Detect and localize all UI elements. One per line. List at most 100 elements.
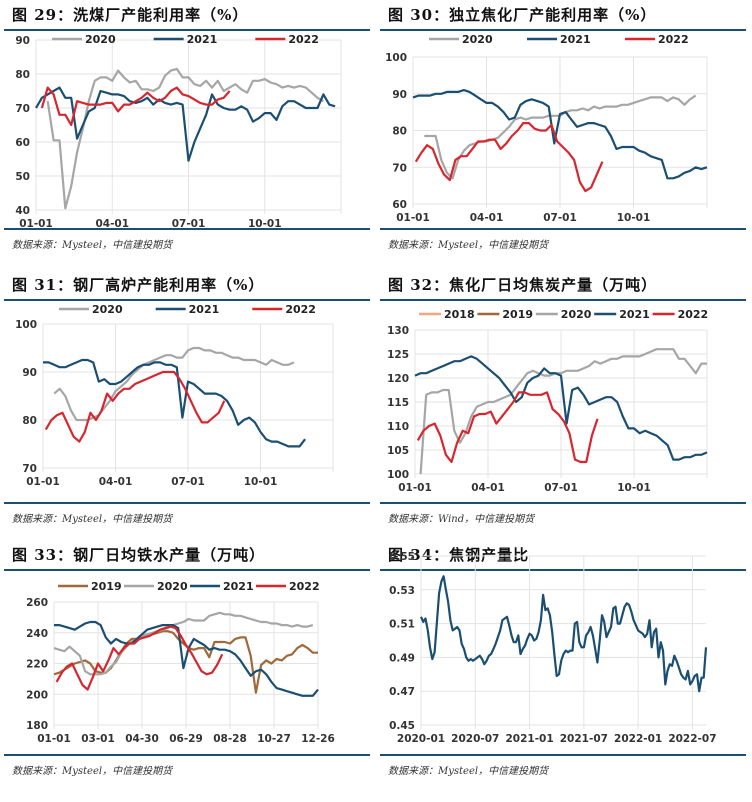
x-tick-label: 2020-01	[397, 733, 445, 745]
figure-title: 图 29：洗煤厂产能利用率（%）	[12, 6, 249, 24]
chart-fig30: 60 70 80 90 100 01-01 04-01 07-01 10-01 2020 2021 2…	[385, 33, 708, 224]
series-line-焦钢产量比	[419, 575, 708, 693]
y-tick-label: 260	[26, 597, 48, 609]
x-tick-label: 10-01	[617, 212, 651, 224]
x-tick-label: 10-27	[257, 733, 291, 745]
chart-fig33: 180 200 220 240 260 01-01 03-01 04-30 06-29 08-28…	[26, 580, 335, 745]
x-tick-label: 04-01	[471, 482, 505, 494]
figure-title: 图 34：焦钢产量比	[388, 546, 530, 564]
y-tick-label: 90	[15, 35, 30, 47]
legend-label-2019: 2019	[502, 308, 533, 321]
legend-label-2020: 2020	[462, 33, 493, 46]
y-tick-label: 110	[387, 421, 409, 433]
y-tick-label: 0.45	[389, 720, 415, 732]
source-rule	[4, 754, 370, 756]
legend-label-2021: 2021	[619, 308, 650, 321]
legend-label-2021: 2021	[187, 33, 218, 46]
legend-label-2021: 2021	[189, 303, 220, 316]
chart-fig32: 100 105 110 115 120 125 130 01-01 04-01 07-01 10-0…	[387, 308, 709, 494]
y-tick-label: 0.51	[389, 619, 415, 631]
source-rule	[380, 228, 746, 230]
x-tick-label: 01-01	[37, 733, 71, 745]
x-tick-label: 04-01	[99, 476, 133, 488]
data-source: 数据来源：Mysteel，中信建投期货	[12, 240, 173, 251]
series-line-2020	[419, 348, 707, 475]
series-line-2021	[412, 88, 708, 180]
x-tick-label: 2022-07	[668, 733, 716, 745]
x-tick-label: 12-26	[301, 733, 335, 745]
x-tick-label: 03-01	[81, 733, 115, 745]
source-rule	[4, 502, 370, 504]
y-tick-label: 180	[26, 720, 48, 732]
figure-30: 图 30：独立焦化厂产能利用率（%） 60 70 80 90 100 01-01 04-01…	[376, 0, 746, 262]
x-tick-label: 04-01	[470, 212, 504, 224]
y-tick-label: 125	[387, 349, 409, 361]
data-source: 数据来源：Wind，中信建投期货	[388, 514, 535, 525]
x-tick-label: 2020-07	[451, 733, 499, 745]
title-rule	[380, 299, 746, 301]
y-tick-label: 40	[15, 205, 30, 217]
legend-label-2022: 2022	[678, 308, 709, 321]
figure-title: 图 30：独立焦化厂产能利用率（%）	[388, 6, 657, 24]
series-line-2022	[55, 625, 224, 691]
y-tick-label: 60	[392, 199, 407, 211]
x-tick-label: 10-01	[244, 476, 278, 488]
title-rule	[4, 29, 370, 31]
series-line-2022	[414, 121, 604, 193]
x-tick-label: 07-01	[543, 212, 577, 224]
x-tick-label: 01-01	[396, 212, 430, 224]
data-source: 数据来源：Mysteel，中信建投期货	[388, 766, 549, 777]
legend-label-2020: 2020	[92, 303, 123, 316]
figure-title: 图 31：钢厂高炉产能利用率（%）	[12, 276, 265, 294]
y-tick-label: 90	[22, 367, 37, 379]
x-tick-label: 10-01	[617, 482, 651, 494]
y-tick-label: 80	[22, 415, 37, 427]
y-tick-label: 70	[22, 463, 37, 475]
figure-title: 图 32：焦化厂日均焦炭产量（万吨）	[388, 276, 658, 294]
x-tick-label: 01-01	[398, 482, 432, 494]
data-source: 数据来源：Mysteel，中信建投期货	[12, 766, 173, 777]
source-rule	[380, 754, 746, 756]
y-tick-label: 220	[26, 659, 48, 671]
y-tick-label: 60	[15, 137, 30, 149]
y-tick-label: 200	[26, 689, 48, 701]
y-tick-label: 80	[392, 126, 407, 138]
y-tick-label: 120	[387, 373, 409, 385]
x-tick-label: 04-30	[125, 733, 159, 745]
legend-label-2021: 2021	[560, 33, 591, 46]
chart-fig31: 70 80 90 100 01-01 04-01 07-01 10-01 2020 2021 202…	[15, 303, 334, 488]
legend-label-2021: 2021	[223, 580, 254, 593]
series-line-2022	[416, 391, 599, 464]
title-rule	[380, 29, 746, 31]
legend-label-2022: 2022	[658, 33, 689, 46]
figure-33: 图 33：钢厂日均铁水产量（万吨） 180 200 220 240 260 01-01 03…	[0, 540, 370, 802]
source-rule	[4, 228, 370, 230]
legend-label-2022: 2022	[289, 580, 320, 593]
series-line-2020	[53, 611, 314, 676]
series-line-2020	[46, 67, 324, 210]
legend-label-2020: 2020	[85, 33, 116, 46]
x-tick-label: 01-01	[19, 218, 53, 230]
y-tick-label: 70	[15, 103, 30, 115]
series-line-2021	[54, 620, 319, 697]
y-tick-label: 0.53	[389, 585, 415, 597]
x-tick-label: 2021-01	[505, 733, 553, 745]
x-tick-label: 10-01	[248, 218, 282, 230]
x-tick-label: 07-01	[544, 482, 578, 494]
series-line-2020	[53, 346, 295, 422]
y-tick-label: 90	[392, 89, 407, 101]
y-tick-label: 0.49	[389, 652, 415, 664]
chart-fig34: 0.45 0.47 0.49 0.51 0.53 0.55 2020-01 2020-07 20…	[389, 551, 716, 745]
legend-label-2019: 2019	[91, 580, 122, 593]
x-tick-label: 04-01	[95, 218, 129, 230]
y-tick-label: 70	[392, 162, 407, 174]
legend-label-2022: 2022	[288, 33, 319, 46]
legend-label-2020: 2020	[157, 580, 188, 593]
figure-31: 图 31：钢厂高炉产能利用率（%） 70 80 90 100 01-01 04-01 07-…	[0, 270, 370, 532]
data-source: 数据来源：Mysteel，中信建投期货	[12, 514, 173, 525]
x-tick-label: 2021-07	[560, 733, 608, 745]
y-tick-label: 115	[387, 397, 409, 409]
y-tick-label: 240	[26, 628, 48, 640]
data-source: 数据来源：Mysteel，中信建投期货	[388, 240, 549, 251]
y-tick-label: 0.47	[389, 686, 415, 698]
